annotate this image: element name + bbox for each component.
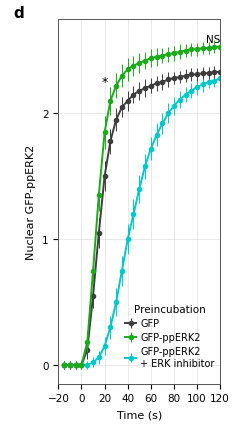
Text: d: d: [13, 6, 24, 20]
Legend: GFP, GFP-ppERK2, GFP-ppERK2
+ ERK inhibitor: GFP, GFP-ppERK2, GFP-ppERK2 + ERK inhibi…: [121, 301, 219, 372]
X-axis label: Time (s): Time (s): [117, 409, 162, 419]
Text: *: *: [101, 76, 108, 89]
Text: NS: NS: [206, 35, 220, 45]
Y-axis label: Nuclear GFP-ppERK2: Nuclear GFP-ppERK2: [27, 144, 36, 259]
